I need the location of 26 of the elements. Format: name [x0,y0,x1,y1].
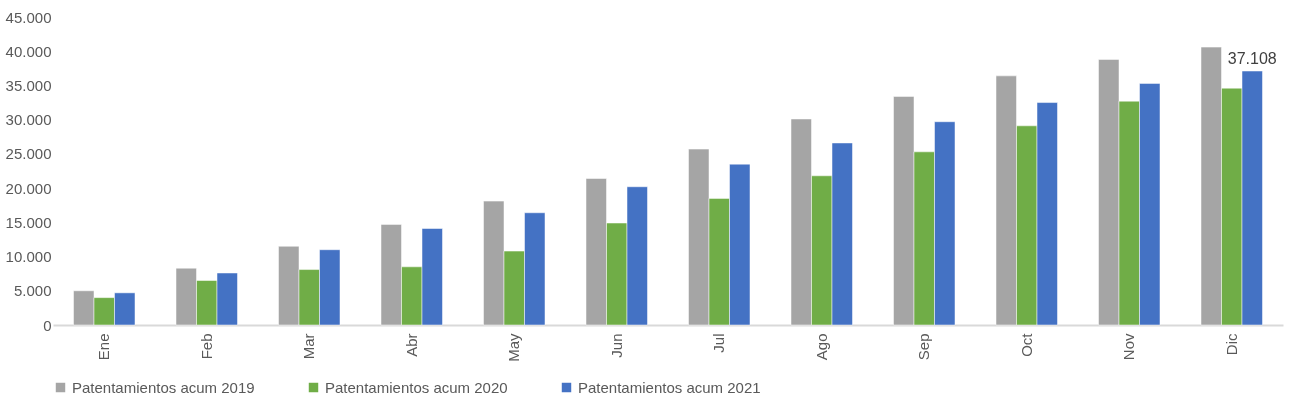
x-tick-label: Oct [1017,332,1035,357]
legend-label: Patentamientos acum 2020 [325,378,508,396]
x-tick-label: Mar [300,333,318,360]
y-tick-label: 25.000 [5,145,52,163]
y-tick-label: 35.000 [5,76,52,94]
x-tick-label: Ago [812,333,830,361]
x-tick-label: Dic [1222,333,1240,356]
y-tick-label: 45.000 [5,8,52,26]
y-tick-label: 20.000 [5,179,52,197]
x-tick-label: Feb [197,333,215,360]
x-tick-label: Ene [95,333,113,361]
x-tick-label: Jul [710,333,728,353]
legend-label: Patentamientos acum 2021 [578,378,761,396]
x-tick-label: Abr [402,333,420,357]
x-tick-label: Sep [915,333,933,361]
y-tick-label: 0 [43,316,52,334]
y-tick-label: 15.000 [5,213,52,231]
y-tick-label: 10.000 [5,248,52,266]
y-tick-label: 40.000 [5,42,52,60]
data-label: 37.108 [1227,50,1277,68]
y-tick-label: 30.000 [5,111,52,129]
legend-label: Patentamientos acum 2019 [72,378,255,396]
x-tick-label: May [505,333,523,362]
y-tick-label: 5.000 [13,282,52,300]
x-tick-label: Jun [607,333,625,358]
x-tick-label: Nov [1120,333,1138,361]
